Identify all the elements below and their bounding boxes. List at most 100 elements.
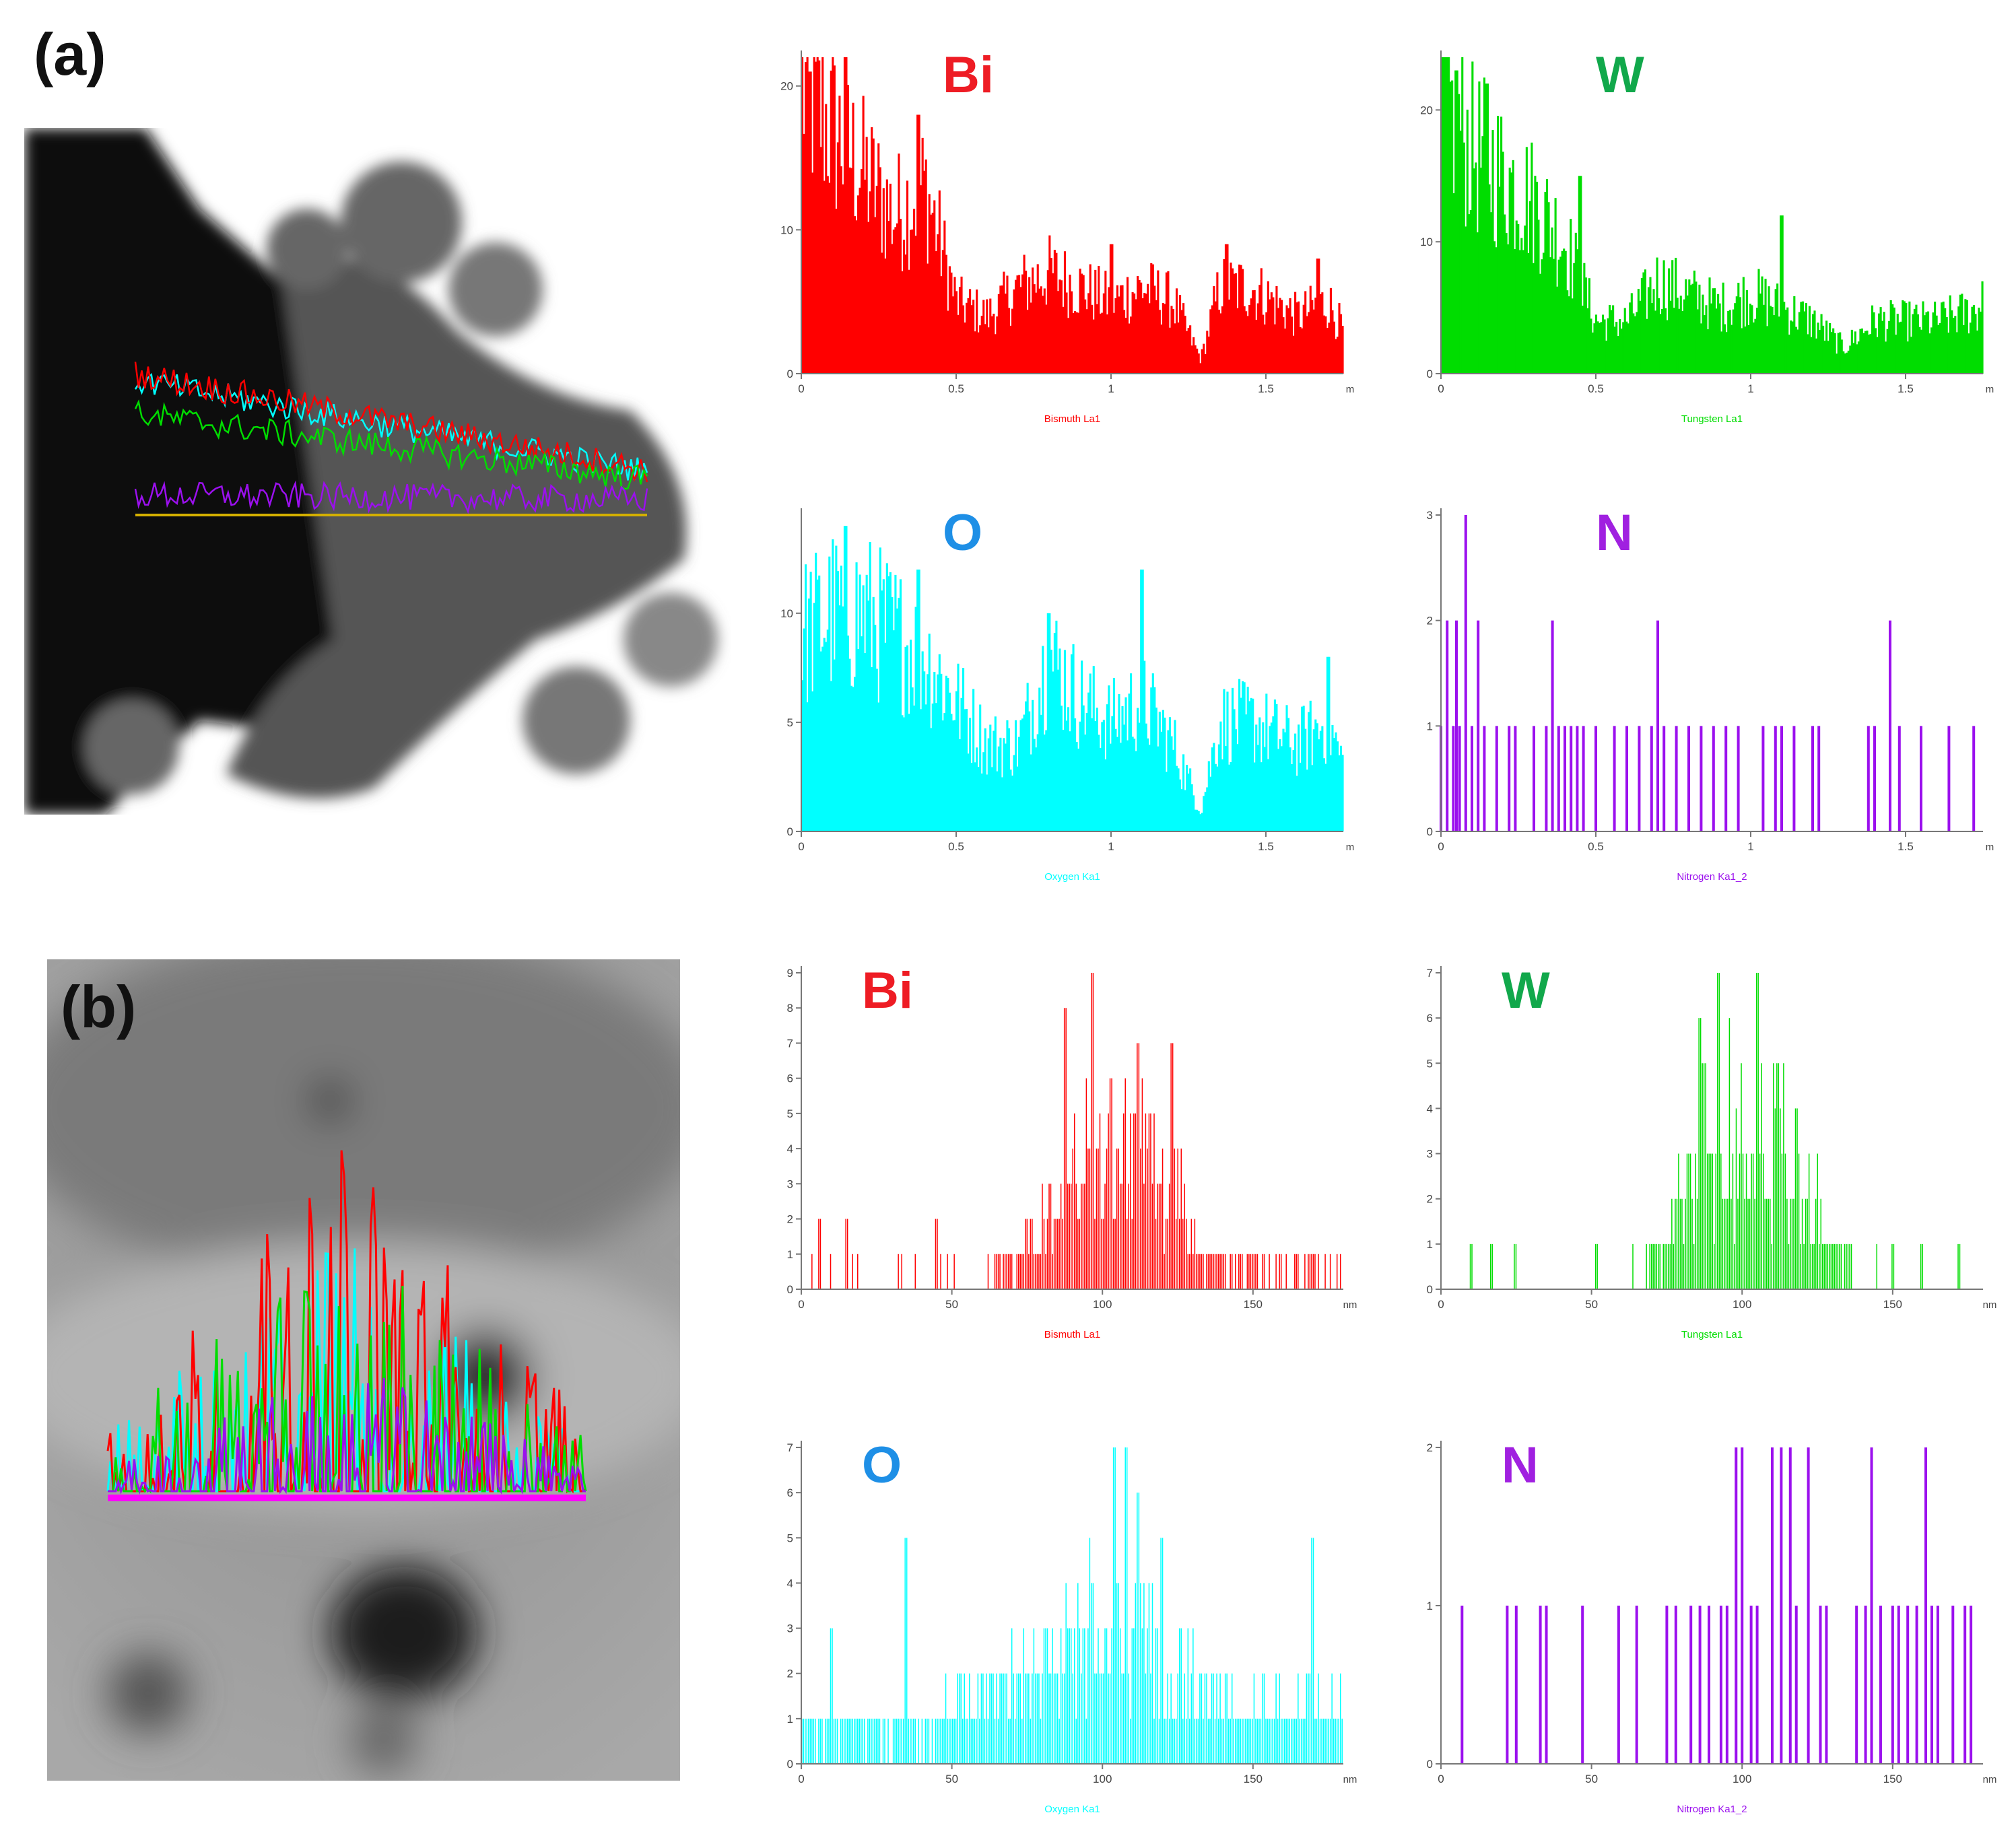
bar: [950, 1718, 951, 1764]
bar: [990, 316, 993, 374]
bar: [1745, 289, 1748, 374]
bar: [1867, 335, 1871, 374]
bar: [882, 579, 885, 831]
bar: [1112, 677, 1115, 831]
bar: [1844, 353, 1846, 374]
bar: [1060, 1184, 1062, 1289]
bar: [1539, 273, 1542, 374]
bar: [1525, 147, 1528, 374]
bar: [1070, 1184, 1072, 1289]
bar: [1928, 333, 1931, 374]
bar: [1662, 260, 1665, 374]
bar: [1158, 1184, 1160, 1289]
bar: [1452, 193, 1455, 374]
bar: [1053, 250, 1056, 374]
bar: [960, 276, 963, 374]
bar: [1032, 699, 1034, 831]
bar: [843, 1718, 845, 1764]
bar: [1918, 327, 1921, 374]
bar: [947, 1718, 948, 1764]
tem-micrograph-a: [24, 128, 731, 815]
x-tick-label: 50: [1585, 1773, 1598, 1785]
bar: [879, 1718, 881, 1764]
bar: [1116, 1583, 1118, 1764]
bar: [1693, 1243, 1695, 1289]
y-tick-label: 4: [787, 1577, 793, 1589]
bar: [1757, 973, 1759, 1289]
bar: [1269, 299, 1271, 374]
bar: [1158, 712, 1161, 831]
bar: [1739, 297, 1741, 374]
bar: [1236, 744, 1239, 831]
bar: [1612, 305, 1615, 374]
bar: [1228, 1718, 1230, 1764]
bar: [1289, 298, 1291, 374]
y-tick-label: 2: [1427, 1193, 1433, 1206]
bar: [1060, 280, 1063, 374]
bar: [1810, 337, 1813, 374]
y-tick-label: 7: [787, 1441, 793, 1454]
bar: [918, 570, 920, 831]
bar: [1906, 1606, 1910, 1764]
bar: [1930, 1606, 1933, 1764]
bar: [1214, 763, 1217, 831]
bar: [1304, 291, 1307, 374]
y-tick-label: 0: [1427, 1283, 1433, 1296]
bar: [1075, 1718, 1077, 1764]
bar: [809, 572, 812, 831]
bar: [1145, 294, 1147, 374]
bar: [953, 1254, 955, 1289]
bar: [1182, 1718, 1184, 1764]
bar: [1800, 1243, 1801, 1289]
bar: [1065, 1008, 1067, 1289]
bar: [1124, 697, 1127, 831]
bar: [1583, 263, 1586, 374]
bar: [1825, 320, 1828, 374]
bar: [1267, 1718, 1269, 1764]
bar: [1050, 1184, 1052, 1289]
bar: [1263, 324, 1266, 374]
bar: [850, 685, 853, 831]
bar: [1175, 1219, 1177, 1289]
bar: [1981, 281, 1984, 374]
bar: [1978, 307, 1980, 374]
bar: [1283, 329, 1287, 374]
bar: [1143, 1583, 1145, 1764]
x-tick-label: 0: [798, 840, 804, 853]
bar: [1768, 1198, 1770, 1289]
bar: [1223, 1254, 1224, 1289]
bar: [1706, 329, 1710, 374]
x-axis-label: Bismuth La1: [1044, 413, 1100, 425]
bar: [1201, 1254, 1203, 1289]
bar: [1230, 761, 1232, 831]
bar: [960, 1673, 962, 1764]
bar: [1676, 1198, 1678, 1289]
bar: [1203, 1718, 1204, 1764]
bar: [1294, 1254, 1296, 1289]
bar: [1685, 1198, 1686, 1289]
bar: [1299, 1718, 1301, 1764]
bar: [885, 179, 888, 374]
bar: [815, 1718, 816, 1764]
bar: [964, 709, 966, 831]
bar: [1267, 759, 1269, 831]
bar: [1042, 646, 1044, 831]
tem-image-a: [24, 128, 731, 815]
bar: [901, 1254, 902, 1289]
bar: [918, 114, 920, 374]
bar: [940, 276, 943, 374]
bar: [1099, 747, 1102, 831]
bar: [1922, 301, 1924, 374]
bar: [1683, 299, 1685, 374]
bar: [1253, 1254, 1255, 1289]
bar: [1770, 306, 1772, 374]
bar: [1301, 328, 1304, 374]
bar: [1004, 1254, 1006, 1289]
bar: [1476, 232, 1479, 374]
bar: [899, 579, 902, 831]
bar: [1545, 179, 1549, 374]
bar: [1124, 1447, 1126, 1764]
bar: [1979, 311, 1982, 374]
bar: [977, 767, 980, 831]
bar: [1206, 787, 1209, 831]
